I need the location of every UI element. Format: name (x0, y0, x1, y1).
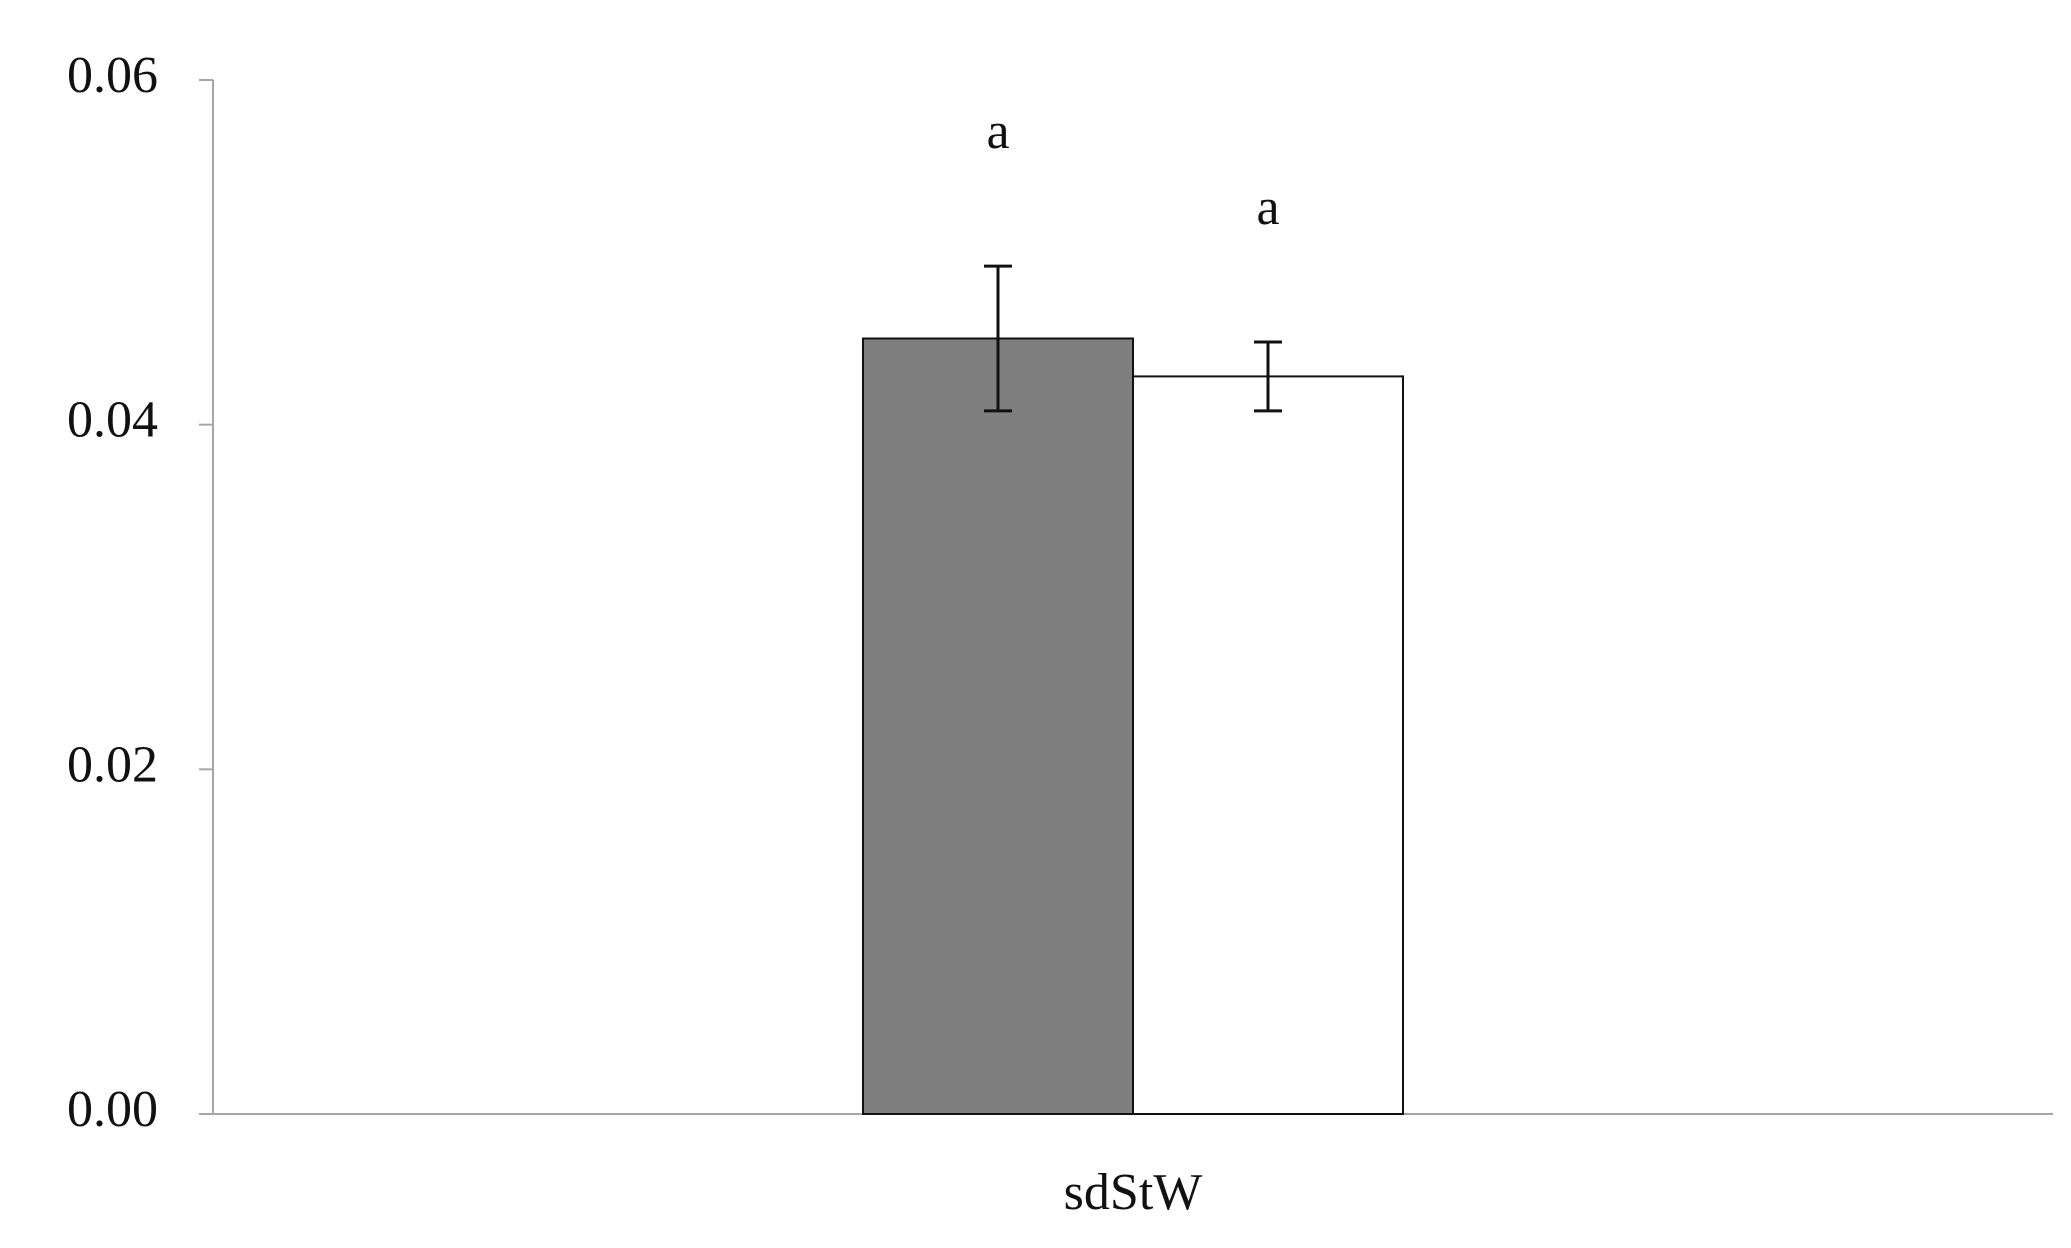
y-tick-label: 0.00 (67, 1081, 158, 1138)
x-tick-label: sdStW (1064, 1164, 1203, 1221)
bar (862, 337, 1134, 1115)
annotation: a (986, 103, 1009, 160)
y-tick-label: 0.04 (67, 392, 158, 449)
y-tick-label: 0.02 (67, 736, 158, 793)
y-tick-label: 0.06 (67, 47, 158, 104)
bar (1132, 375, 1404, 1115)
annotation: a (1256, 179, 1279, 236)
